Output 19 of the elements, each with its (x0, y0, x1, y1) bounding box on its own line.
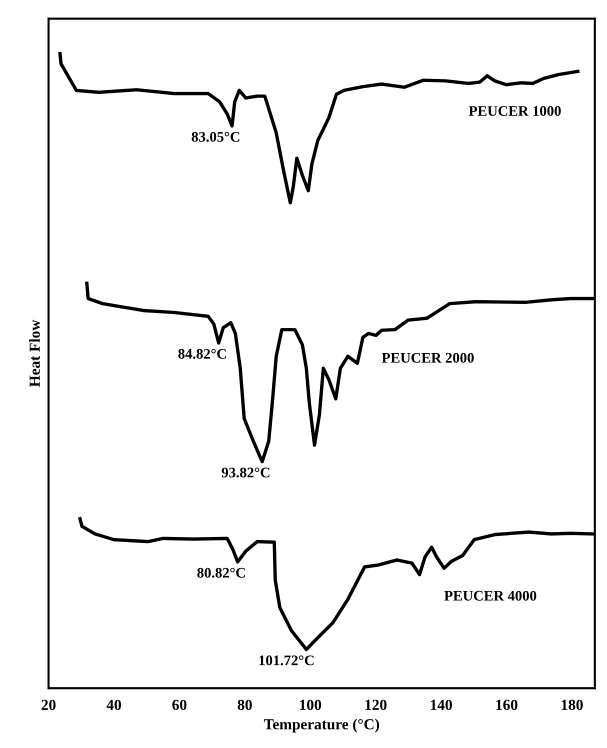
x-tick-label: 40 (106, 700, 122, 710)
annotation: 84.82°C (178, 348, 226, 359)
x-tick-label: 160 (496, 700, 518, 710)
x-tick-label: 120 (365, 700, 387, 710)
annotation: 83.05°C (192, 132, 240, 142)
annotation: 80.82°C (197, 568, 245, 578)
x-tick-label: 180 (562, 700, 583, 710)
x-axis-title: Temperature (°C) (264, 718, 380, 733)
x-tick-label: 80 (238, 700, 252, 710)
annotation: 101.72°C (259, 655, 314, 666)
x-tick-label: 60 (172, 700, 186, 710)
x-tick-label: 100 (300, 700, 322, 710)
series-label: PEUCER 2000 (382, 352, 474, 363)
series-label: PEUCER 1000 (468, 106, 561, 116)
series-label: PEUCER 4000 (444, 590, 536, 601)
x-tick-label: 140 (430, 700, 452, 710)
annotation: 93.82°C (222, 468, 270, 478)
x-tick-label: 20 (42, 700, 56, 710)
y-axis-title: Heat Flow (29, 320, 40, 387)
